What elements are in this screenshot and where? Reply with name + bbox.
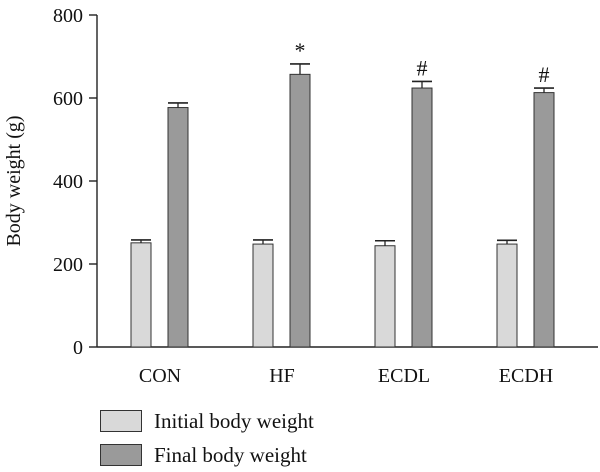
y-axis-label: Body weight (g) [3,115,25,246]
bar-ecdl-initial [374,245,396,348]
bar-ecdh-final [533,92,555,348]
legend-item-final: Final body weight [100,438,400,472]
legend-label-initial: Initial body weight [154,408,314,433]
significance-marker: * [295,38,306,63]
legend-label-final: Final body weight [154,442,307,467]
legend: Initial body weight Final body weight [100,404,400,472]
significance-marker: # [417,55,428,80]
bar-chart: 0 200 400 600 800 Body weight (g) CON * HF # ECDL #… [3,5,598,387]
bar-con-initial [130,242,152,348]
y-tick-label: 800 [53,5,83,27]
x-tick-label: ECDH [499,365,553,387]
bar-con-final [167,107,189,348]
y-tick-label: 400 [53,171,83,193]
legend-item-initial: Initial body weight [100,404,400,438]
x-tick-label: HF [269,365,295,387]
y-tick-label: 600 [53,88,83,110]
bar-hf-final [289,73,311,348]
x-tick-label: ECDL [378,365,430,387]
legend-swatch-initial [100,410,142,432]
bar-hf-initial [252,243,274,348]
y-tick-label: 200 [53,254,83,276]
significance-marker: # [539,62,550,87]
bar-ecdl-final [411,87,433,348]
x-tick-label: CON [139,365,181,387]
bar-ecdh-initial [496,243,518,348]
legend-swatch-final [100,444,142,466]
y-tick-label: 0 [73,337,83,359]
